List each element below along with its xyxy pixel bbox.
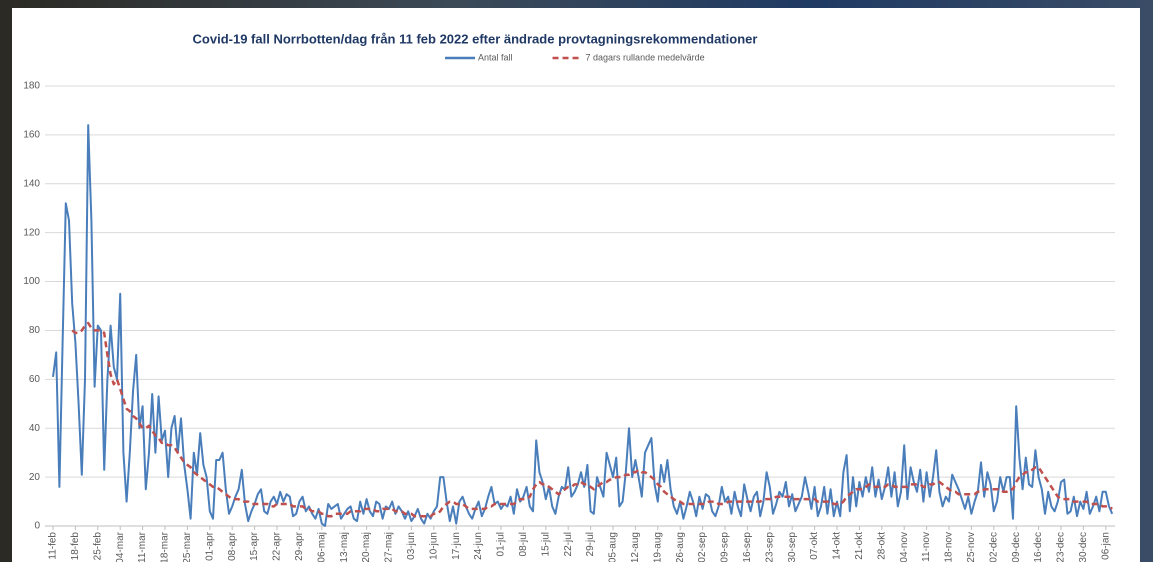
x-tick-label: 01-apr — [204, 531, 215, 561]
x-tick-label: 21-okt — [854, 532, 865, 560]
x-tick-label: 16-sep — [742, 532, 753, 562]
x-tick-label: 04-nov — [899, 532, 910, 562]
x-tick-label: 02-dec — [988, 532, 999, 562]
x-tick-label: 28-okt — [876, 532, 887, 560]
x-tick-label: 09-dec — [1011, 532, 1022, 562]
y-tick-label: 80 — [29, 325, 41, 336]
legend-label: Antal fall — [478, 52, 513, 62]
x-tick-label: 06-jan — [1100, 532, 1111, 560]
x-tick-label: 24-jun — [473, 532, 484, 560]
y-tick-label: 40 — [29, 423, 41, 434]
x-tick-label: 22-jul — [563, 532, 574, 556]
x-tick-label: 11-nov — [921, 532, 932, 562]
x-tick-label: 23-dec — [1056, 532, 1067, 562]
x-tick-label: 04-mar — [115, 531, 126, 562]
x-tick-label: 20-maj — [361, 532, 372, 562]
x-tick-label: 02-sep — [697, 532, 708, 562]
x-tick-label: 07-okt — [809, 532, 820, 560]
x-tick-label: 08-jul — [518, 532, 529, 556]
y-tick-label: 60 — [29, 374, 41, 385]
y-tick-label: 140 — [23, 178, 40, 189]
x-tick-label: 30-dec — [1078, 532, 1089, 562]
x-tick-label: 18-feb — [70, 532, 81, 561]
x-tick-label: 09-sep — [720, 532, 731, 562]
chart-title: Covid-19 fall Norrbotten/dag från 11 feb… — [193, 31, 758, 46]
x-tick-label: 11-feb — [48, 532, 59, 560]
x-tick-label: 23-sep — [764, 532, 775, 562]
x-tick-label: 14-okt — [832, 532, 843, 560]
x-tick-label: 25-mar — [182, 531, 193, 562]
chart: Covid-19 fall Norrbotten/dag från 11 feb… — [0, 0, 1153, 562]
x-tick-label: 22-apr — [272, 531, 283, 561]
y-tick-label: 180 — [23, 81, 40, 92]
x-tick-label: 05-aug — [608, 532, 619, 562]
x-tick-label: 30-sep — [787, 532, 798, 562]
x-tick-label: 08-apr — [227, 531, 238, 561]
x-tick-label: 11-mar — [137, 531, 148, 562]
x-tick-label: 06-maj — [316, 532, 327, 562]
x-tick-label: 15-apr — [249, 531, 260, 561]
page: Covid-19 fall Norrbotten/dag från 11 feb… — [0, 0, 1153, 562]
y-tick-label: 160 — [23, 130, 40, 141]
x-tick-label: 19-aug — [652, 532, 663, 562]
x-tick-label: 26-aug — [675, 532, 686, 562]
x-tick-label: 15-jul — [540, 532, 551, 556]
x-tick-label: 03-jun — [406, 532, 417, 560]
x-tick-label: 25-nov — [966, 532, 977, 562]
y-tick-label: 20 — [29, 472, 41, 483]
x-tick-label: 29-apr — [294, 531, 305, 561]
y-tick-label: 100 — [23, 276, 40, 287]
x-tick-label: 12-aug — [630, 532, 641, 562]
x-tick-label: 18-mar — [160, 531, 171, 562]
x-tick-label: 25-feb — [92, 532, 103, 561]
y-tick-label: 0 — [34, 521, 40, 532]
x-tick-label: 29-jul — [585, 532, 596, 556]
x-tick-label: 16-dec — [1033, 532, 1044, 562]
x-tick-label: 18-nov — [944, 532, 955, 562]
x-tick-label: 17-jun — [451, 532, 462, 560]
y-tick-label: 120 — [23, 227, 40, 238]
x-tick-label: 27-maj — [384, 532, 395, 562]
legend-label: 7 dagars rullande medelvärde — [586, 52, 705, 62]
x-tick-label: 01-jul — [496, 532, 507, 556]
x-tick-label: 13-maj — [339, 532, 350, 562]
x-tick-label: 10-jun — [428, 532, 439, 560]
chart-panel — [12, 8, 1140, 562]
